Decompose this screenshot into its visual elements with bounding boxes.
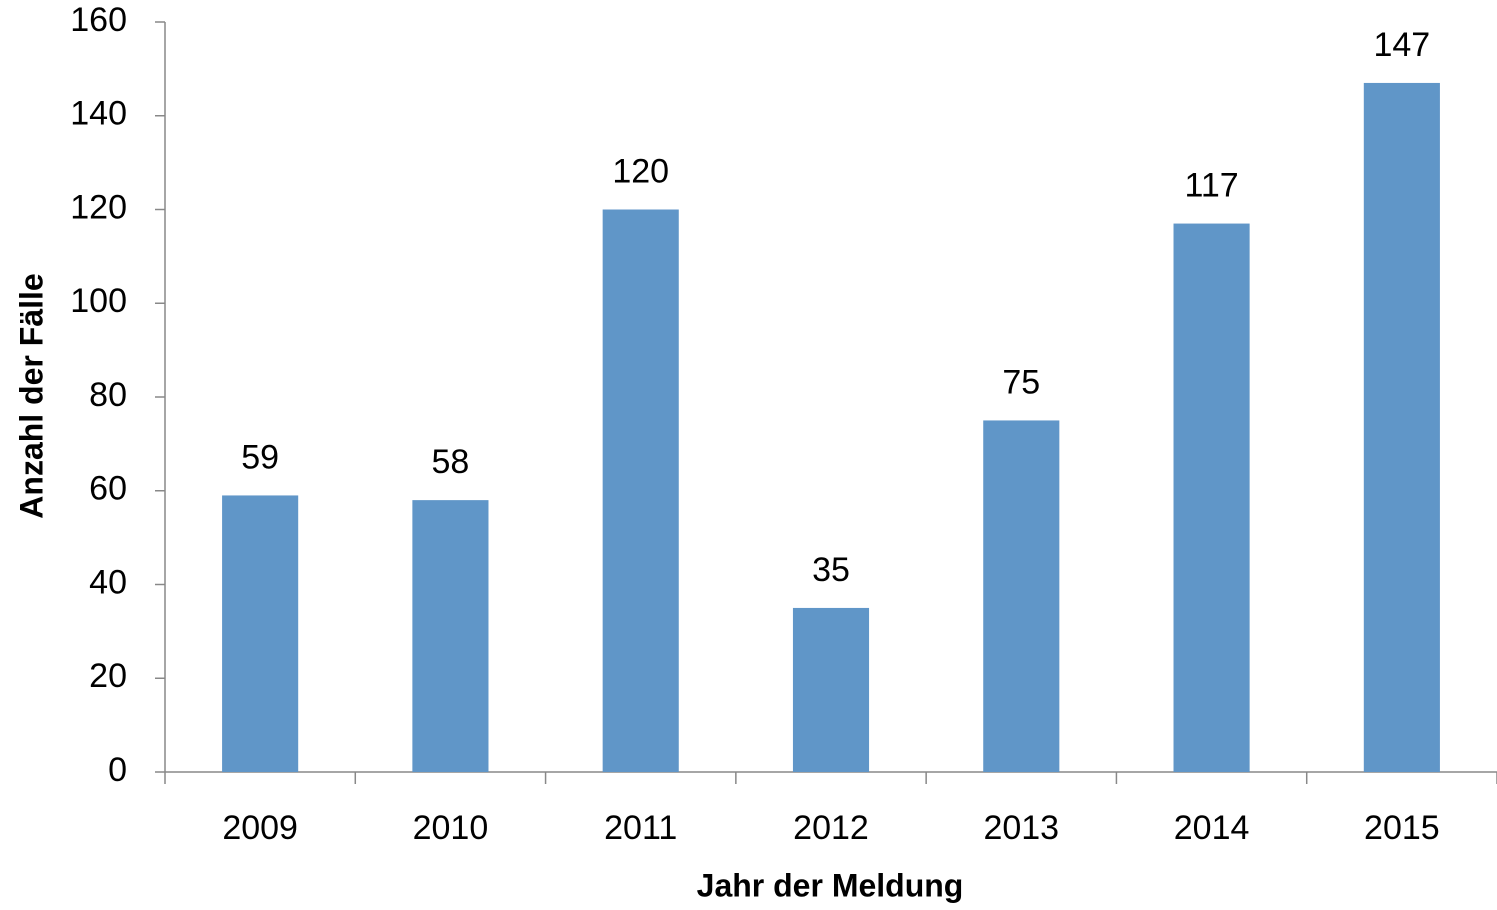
y-tick-label: 0 xyxy=(108,751,127,789)
y-axis-title: Anzahl der Fälle xyxy=(13,273,49,518)
y-tick-label: 20 xyxy=(89,657,127,695)
data-label: 147 xyxy=(1373,26,1430,64)
y-tick-label: 160 xyxy=(70,1,127,39)
bar xyxy=(602,209,679,772)
data-label: 117 xyxy=(1184,167,1238,205)
data-label: 75 xyxy=(1002,363,1040,401)
x-tick-label: 2015 xyxy=(1364,809,1440,847)
y-tick-label: 60 xyxy=(89,470,127,508)
bar xyxy=(412,500,489,772)
bar xyxy=(1173,223,1250,772)
data-label: 120 xyxy=(612,152,669,190)
x-axis-title: Jahr der Meldung xyxy=(697,867,964,903)
x-tick-label: 2011 xyxy=(604,809,677,847)
bar xyxy=(222,495,299,772)
x-tick-label: 2010 xyxy=(413,809,489,847)
data-label: 35 xyxy=(812,551,850,589)
y-tick-label: 80 xyxy=(89,376,127,414)
data-label: 58 xyxy=(432,443,470,481)
x-tick-label: 2013 xyxy=(983,809,1059,847)
y-tick-label: 120 xyxy=(70,188,127,226)
y-tick-label: 100 xyxy=(70,282,127,320)
bar xyxy=(1363,82,1440,772)
bar xyxy=(792,607,870,772)
data-label: 59 xyxy=(241,438,279,476)
y-tick-label: 40 xyxy=(89,563,127,601)
y-tick-label: 140 xyxy=(70,95,127,133)
x-tick-label: 2014 xyxy=(1174,809,1250,847)
x-tick-label: 2009 xyxy=(222,809,298,847)
bar xyxy=(983,420,1060,772)
x-tick-label: 2012 xyxy=(793,809,869,847)
